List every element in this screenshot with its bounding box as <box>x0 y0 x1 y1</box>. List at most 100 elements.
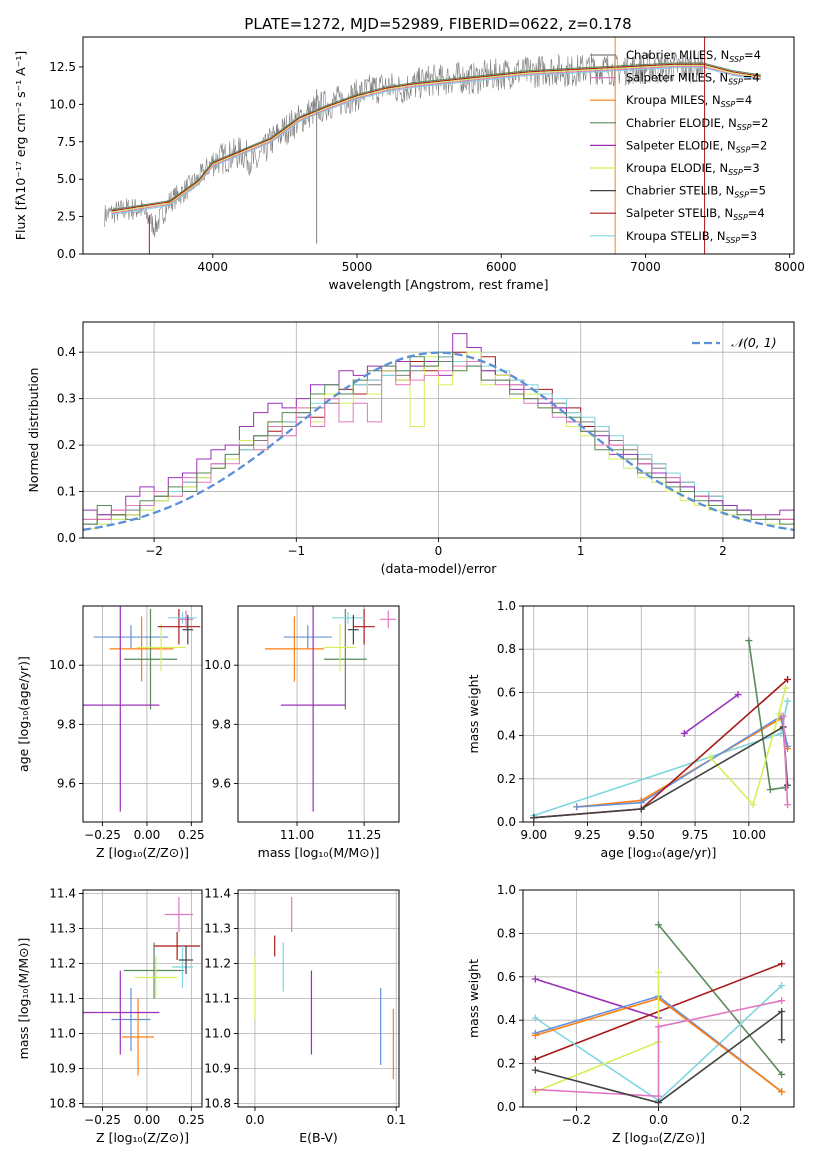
spectrum-legend-subscript: SSP <box>721 100 736 109</box>
weight_vs_age-point-marker <box>766 786 774 794</box>
mass_vs_Z-point <box>111 988 151 1051</box>
weight_vs_Z-series-line <box>535 999 782 1098</box>
spectrum-legend-subscript: SSP <box>728 78 743 87</box>
residuals-ytick-label: 0.0 <box>57 531 76 545</box>
mass_vs_Z-point <box>134 956 178 999</box>
spectrum-xtick-label: 6000 <box>486 260 517 274</box>
weight_vs_Z-panel: −0.2 0.0 0.2 0.0 0.2 0.4 0.6 0.8 1.0 Z [log₁₀(Z/Z… <box>466 883 795 1145</box>
age_vs_Z-ylabel: age [log₁₀(age/yr)] <box>16 656 31 772</box>
spectrum-legend-subscript: SSP <box>733 213 748 222</box>
weight_vs_Z-point-marker <box>655 968 662 976</box>
spectrum-legend-label: Salpeter ELODIE, NSSP=2 <box>626 138 767 154</box>
mass_vs_ebv-xtick-label: 0.0 <box>245 1113 264 1127</box>
weight_vs_Z-xtick-label: 0.2 <box>731 1113 750 1127</box>
spectrum-legend-label: Chabrier STELIB, NSSP=5 <box>626 184 766 200</box>
weight_vs_age-xlabel: age [log₁₀(age/yr)] <box>601 845 717 860</box>
spectrum-plot-area <box>104 37 761 254</box>
spectrum-xlabel: wavelength [Angstrom, rest frame] <box>328 277 548 292</box>
age_vs_Z-panel: −0.25 0.00 0.25 9.6 9.8 10.0 Z [log₁₀(Z/Z⊙)] ag… <box>16 605 205 860</box>
weight_vs_Z-series-line <box>657 924 783 1076</box>
age_vs_Z-point <box>178 610 194 629</box>
weight_vs_Z-point-marker <box>655 1092 662 1100</box>
mass_vs_Z-point <box>122 998 155 1076</box>
mass_vs_Z-xtick-label: 0.00 <box>134 1113 161 1127</box>
spectrum-legend-suffix: =2 <box>750 138 767 152</box>
mass_vs_ebv-ytick-label: 11.1 <box>204 992 231 1006</box>
weight_vs_age-point-marker <box>781 684 789 692</box>
spectrum-legend-subscript: SSP <box>736 145 751 154</box>
age_vs_Z-ytick-label: 10.0 <box>49 658 76 672</box>
spectrum-legend: Chabrier MILES, NSSP=4 Salpeter MILES, NS… <box>590 48 768 245</box>
spectrum-legend-suffix: =4 <box>735 93 752 107</box>
weight_vs_age-ytick-label: 0.2 <box>497 772 516 786</box>
spectrum-legend-label: Chabrier MILES, NSSP=4 <box>626 48 761 64</box>
residual-legend-label: 𝒩(0, 1) <box>731 335 777 350</box>
mass_vs_Z-xtick-label: 0.25 <box>178 1113 205 1127</box>
mass_vs_Z-point <box>83 970 160 1055</box>
residuals-xtick-label: 0 <box>435 544 443 558</box>
age_vs_mass-point <box>380 610 397 629</box>
spectrum-ytick-label: 7.5 <box>57 135 76 149</box>
spectrum-legend-label: Kroupa ELODIE, NSSP=3 <box>626 161 760 177</box>
spectrum-frame <box>82 36 795 255</box>
weight_vs_Z-point-marker <box>778 1088 786 1096</box>
residuals-plot-area <box>83 333 794 532</box>
mass_vs_ebv-ytick-label: 10.9 <box>204 1062 231 1076</box>
age_vs_Z-xtick-label: −0.25 <box>84 828 121 842</box>
age_vs_mass-point <box>264 616 324 682</box>
age_vs_mass-point <box>280 606 346 812</box>
weight_vs_age-point-marker <box>637 805 645 813</box>
weight_vs_age-ytick-label: 1.0 <box>497 599 516 613</box>
residual-legend: 𝒩(0, 1) <box>692 335 777 350</box>
residuals-ytick-label: 0.1 <box>57 485 76 499</box>
weight_vs_age-xtick-label: 9.50 <box>628 828 655 842</box>
weight_vs_age-panel: 9.00 9.25 9.50 9.75 10.00 0.0 0.2 0.4 0.6 0.8 1.0 a… <box>466 599 795 860</box>
weight_vs_age-point-marker <box>680 729 688 737</box>
spectrum-legend-suffix: =4 <box>744 48 761 62</box>
weight_vs_age-series-line <box>782 716 789 805</box>
age_vs_Z-xlabel: Z [log₁₀(Z/Z⊙)] <box>96 845 189 860</box>
mass_vs_Z-point <box>164 897 194 932</box>
mass_vs_ebv-xtick-label: 0.1 <box>387 1113 406 1127</box>
weight_vs_age-series-line <box>683 693 739 735</box>
mass_vs_Z-ytick-label: 11.2 <box>49 957 76 971</box>
spectrum-model-line <box>111 63 761 212</box>
weight_vs_age-xtick-label: 9.00 <box>520 828 547 842</box>
spectrum-legend-suffix: =4 <box>748 206 765 220</box>
age_vs_mass-point <box>331 611 365 624</box>
weight_vs_Z-point-marker <box>531 1086 539 1094</box>
weight_vs_Z-point-marker <box>531 1066 539 1074</box>
residuals-ylabel: Normed distribution <box>26 368 41 493</box>
weight_vs_Z-ytick-label: 0.8 <box>497 926 516 940</box>
mass_vs_Z-point <box>171 946 194 988</box>
spectrum-legend-suffix: =5 <box>749 184 766 198</box>
spectrum-model-line <box>111 66 761 214</box>
weight_vs_Z-point-marker <box>531 1014 539 1022</box>
age_vs_mass-point <box>323 623 357 672</box>
mass_vs_Z-ytick-label: 11.3 <box>49 922 76 936</box>
age_vs_Z-point <box>93 625 169 649</box>
spectrum-model-line <box>111 64 761 213</box>
age_vs_mass-xtick-label: 11.25 <box>347 828 381 842</box>
weight_vs_age-series-line <box>709 687 787 807</box>
age_vs_Z-xtick-label: 0.25 <box>178 828 205 842</box>
spectrum-model-line <box>111 67 761 215</box>
spectrum-legend-suffix: =2 <box>752 116 769 130</box>
weight_vs_Z-ytick-label: 0.2 <box>497 1057 516 1071</box>
mass_vs_ebv-ytick-label: 11.0 <box>204 1027 231 1041</box>
age_vs_mass-ytick-label: 10.0 <box>204 658 231 672</box>
weight_vs_age-point-marker <box>784 697 792 705</box>
spectrum-legend-label: Chabrier ELODIE, NSSP=2 <box>626 116 768 132</box>
weight_vs_age-ytick-label: 0.8 <box>497 642 516 656</box>
weight_vs_age-point-marker <box>573 803 581 811</box>
age_vs_Z-point <box>123 608 178 710</box>
weight_vs_age-point-marker <box>749 801 757 809</box>
weight_vs_age-frame <box>522 605 795 823</box>
weight_vs_age-xtick-label: 9.25 <box>574 828 601 842</box>
spectrum-ytick-label: 2.5 <box>57 210 76 224</box>
weight_vs_age-point-marker <box>706 753 714 761</box>
gaussian-curve <box>83 351 794 532</box>
age_vs_mass-panel: 11.00 11.25 9.6 9.8 10.0 mass [log₁₀(M/M⊙)] <box>204 605 400 860</box>
spectrum-ytick-label: 0.0 <box>57 247 76 261</box>
